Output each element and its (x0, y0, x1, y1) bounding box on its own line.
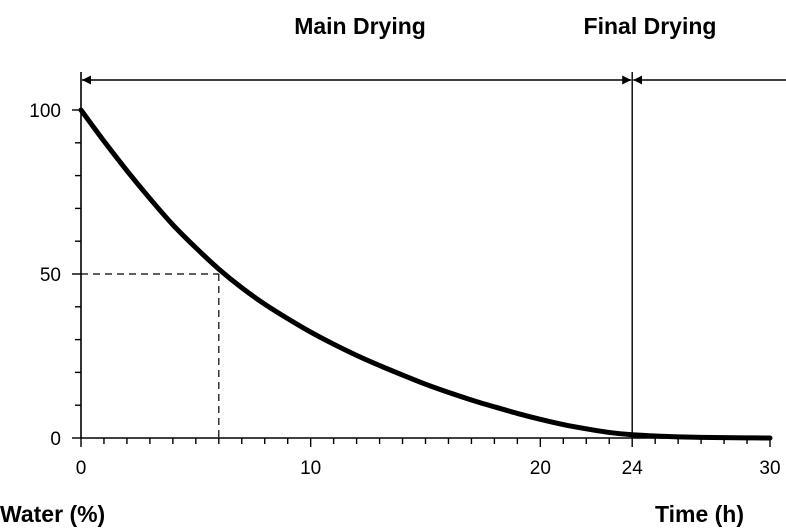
x-tick-label: 10 (300, 458, 321, 479)
y-tick-label: 50 (40, 265, 61, 286)
y-tick-label: 0 (50, 429, 61, 450)
x-tick-label: 30 (759, 458, 780, 479)
x-tick-label: 0 (76, 458, 87, 479)
phase-label-final-drying: Final Drying (584, 13, 717, 39)
x-axis-ticks: 0 10 20 24 30 (76, 438, 781, 479)
x-tick-label: 24 (622, 458, 644, 479)
y-axis-ticks: 0 50 100 (29, 101, 81, 450)
y-axis-title: Water (%) (0, 501, 105, 527)
x-tick-label: 20 (530, 458, 551, 479)
x-axis-title: Time (h) (655, 501, 744, 527)
series-line-water-content (78, 107, 773, 441)
phase-label-main-drying: Main Drying (294, 13, 426, 39)
y-tick-label: 100 (29, 101, 61, 122)
